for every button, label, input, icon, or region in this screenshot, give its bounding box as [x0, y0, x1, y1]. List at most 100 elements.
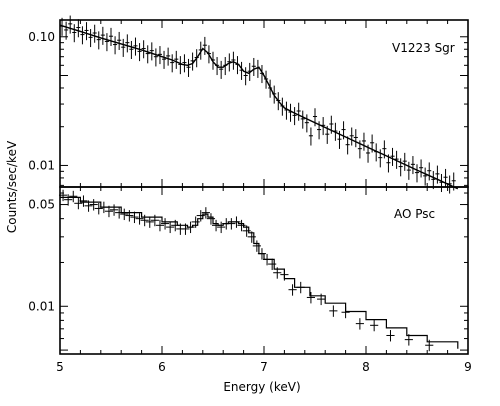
data-point — [370, 134, 375, 153]
model-histogram — [60, 196, 459, 349]
data-point — [137, 43, 142, 62]
data-point — [130, 211, 139, 224]
data-point — [211, 219, 221, 232]
data-point — [232, 216, 241, 228]
data-point — [341, 306, 350, 319]
data-point — [135, 213, 144, 225]
data-point — [140, 214, 149, 227]
data-point — [223, 57, 228, 76]
data-point — [60, 17, 65, 36]
data-point — [64, 21, 69, 40]
data-point — [191, 216, 200, 228]
bottom-panel-data-points — [58, 189, 434, 352]
data-point — [186, 221, 195, 234]
data-point — [370, 319, 379, 332]
data-point — [349, 127, 354, 146]
data-point — [272, 85, 277, 104]
data-point — [117, 31, 122, 50]
data-point — [329, 115, 334, 134]
data-point — [306, 291, 315, 304]
data-point — [239, 61, 244, 80]
data-point — [264, 70, 269, 89]
top-panel-ticks — [59, 20, 469, 187]
bottom-panel-label: AO Psc — [394, 207, 435, 221]
data-point — [443, 168, 448, 187]
data-point — [296, 281, 305, 294]
data-point — [268, 258, 277, 271]
data-point — [115, 207, 124, 219]
data-point — [345, 136, 350, 155]
data-point — [304, 114, 309, 133]
data-point — [404, 334, 413, 346]
data-point — [89, 199, 98, 211]
data-point — [149, 42, 154, 61]
data-point — [206, 45, 211, 64]
data-point — [353, 129, 358, 148]
data-point — [80, 26, 85, 45]
data-point — [166, 47, 171, 66]
data-point — [255, 59, 260, 78]
data-point — [439, 173, 444, 193]
data-point — [419, 159, 424, 178]
data-point — [252, 240, 261, 252]
x-axis-label: Energy (keV) — [223, 380, 300, 394]
data-point — [410, 156, 415, 175]
data-point — [247, 231, 256, 243]
data-point — [108, 27, 114, 46]
data-point — [162, 50, 167, 69]
data-point — [153, 48, 158, 67]
data-point — [104, 33, 109, 52]
data-point — [237, 219, 246, 232]
data-point — [201, 207, 210, 219]
data-point — [210, 51, 216, 70]
x-tick-label-5: 5 — [56, 360, 64, 374]
data-point — [341, 121, 346, 140]
data-point — [321, 117, 326, 136]
data-point — [198, 41, 203, 60]
data-point — [227, 53, 232, 72]
data-point — [88, 29, 93, 48]
data-point — [72, 24, 77, 43]
data-point — [414, 164, 420, 183]
data-point — [69, 190, 78, 203]
bottom-panel-ticks — [59, 187, 469, 354]
data-point — [76, 19, 81, 38]
y-axis-label: Counts/sec/keV — [5, 140, 19, 233]
data-point — [129, 40, 134, 59]
bottom-panel-model — [60, 196, 459, 349]
data-point — [296, 102, 301, 121]
data-point — [382, 140, 387, 159]
data-point — [435, 165, 440, 184]
data-point — [317, 293, 326, 306]
data-point — [402, 152, 407, 171]
data-point — [141, 40, 146, 59]
data-point — [196, 210, 205, 222]
data-point — [109, 204, 119, 216]
data-point — [273, 267, 282, 279]
data-point — [155, 219, 165, 232]
data-point — [337, 130, 342, 149]
data-point — [268, 79, 273, 98]
x-tick-label-9: 9 — [464, 360, 472, 374]
data-point — [64, 194, 73, 206]
data-point — [276, 92, 281, 111]
data-point — [357, 140, 362, 159]
bottom-y-tick-label-0: 0.01 — [28, 299, 55, 313]
data-point — [231, 51, 236, 70]
x-tick-label-8: 8 — [362, 360, 370, 374]
data-point — [398, 158, 403, 177]
data-point — [406, 161, 411, 180]
data-point — [178, 56, 183, 75]
data-point — [58, 189, 68, 202]
data-point — [423, 167, 428, 186]
top-y-tick-label-0: 0.01 — [28, 158, 55, 172]
data-point — [308, 127, 313, 146]
data-point — [288, 284, 297, 296]
data-point — [121, 38, 126, 57]
data-point — [374, 143, 379, 162]
data-point — [394, 150, 399, 169]
panel-ao-psc: 0.01 0.05 5 6 7 8 9 AO Psc — [28, 186, 472, 374]
data-point — [96, 31, 101, 50]
data-point — [361, 132, 366, 151]
data-point — [386, 154, 391, 173]
